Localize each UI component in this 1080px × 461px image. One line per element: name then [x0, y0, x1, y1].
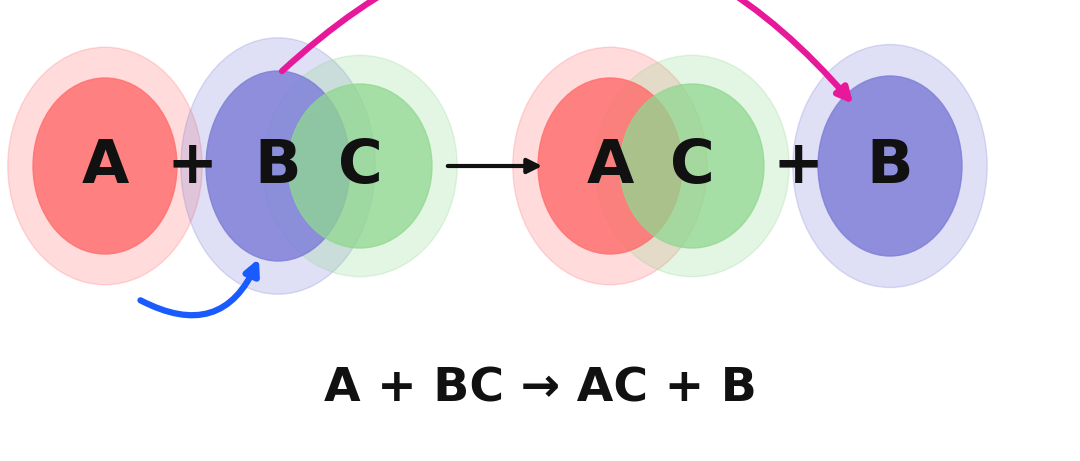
Text: C: C [670, 136, 714, 195]
Text: +: + [166, 136, 218, 195]
Ellipse shape [595, 55, 789, 277]
Text: +: + [772, 136, 824, 195]
Ellipse shape [288, 84, 432, 248]
Ellipse shape [793, 45, 987, 288]
Text: A: A [586, 136, 634, 195]
Ellipse shape [513, 47, 707, 285]
FancyArrowPatch shape [448, 160, 538, 172]
Text: B: B [867, 136, 914, 195]
FancyArrowPatch shape [282, 0, 849, 99]
Ellipse shape [206, 71, 350, 261]
Ellipse shape [818, 76, 962, 256]
Text: A: A [81, 136, 129, 195]
FancyArrowPatch shape [140, 265, 257, 315]
Text: C: C [338, 136, 382, 195]
Ellipse shape [8, 47, 202, 285]
Ellipse shape [33, 78, 177, 254]
Text: A + BC → AC + B: A + BC → AC + B [324, 366, 756, 412]
Ellipse shape [620, 84, 764, 248]
Ellipse shape [180, 38, 375, 294]
Text: B: B [255, 136, 301, 195]
Ellipse shape [262, 55, 457, 277]
Ellipse shape [538, 78, 681, 254]
